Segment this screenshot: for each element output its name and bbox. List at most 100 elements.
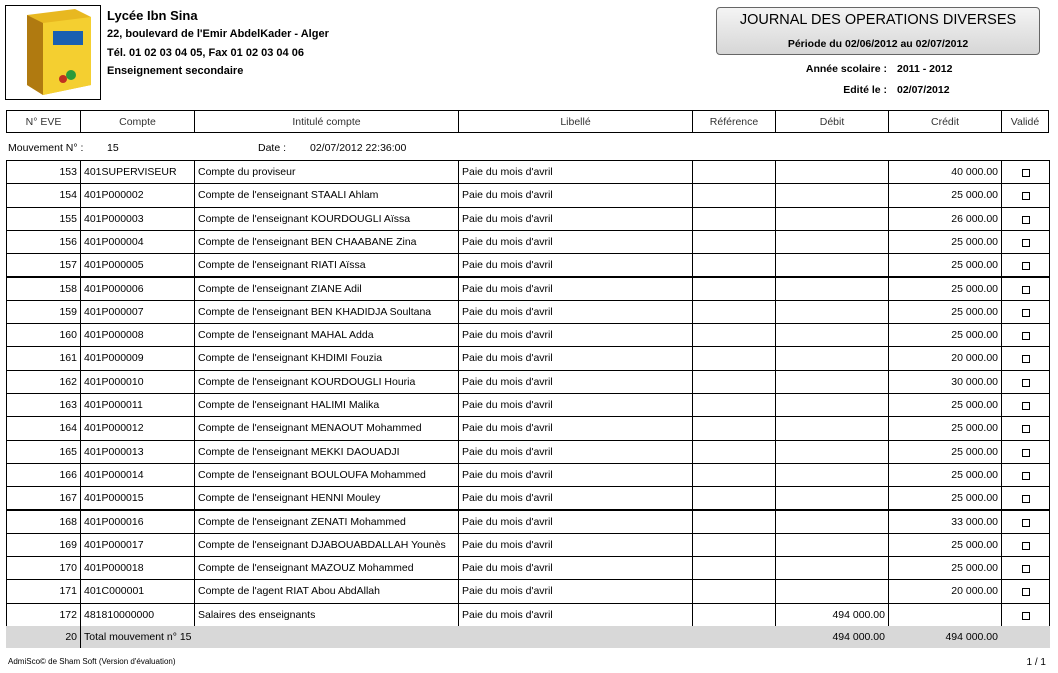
table-cell: 165 — [6, 439, 81, 464]
table-cell: Compte de l'enseignant RIATI Aïssa — [194, 253, 459, 278]
table-cell-empty — [775, 299, 889, 325]
table-cell: 401P000018 — [80, 556, 195, 581]
school-address: 22, boulevard de l'Emir AbdelKader - Alg… — [107, 28, 329, 40]
table-cell: 401SUPERVISEUR — [80, 160, 195, 185]
table-cell-empty — [692, 579, 776, 604]
table-cell: Compte de l'enseignant MAHAL Adda — [194, 323, 459, 348]
date-value: 02/07/2012 22:36:00 — [310, 142, 407, 154]
validation-checkbox — [1022, 518, 1030, 527]
logo — [5, 5, 101, 100]
total-debit: 494 000.00 — [832, 631, 885, 643]
table-cell: 158 — [6, 276, 81, 301]
footer-copyright: AdmiSco© de Sham Soft (Version d'évaluat… — [8, 657, 176, 666]
table-cell-empty — [1001, 416, 1050, 441]
edited-label: Edité le : — [843, 84, 887, 96]
table-cell: Paie du mois d'avril — [458, 579, 693, 604]
school-name: Lycée Ibn Sina — [107, 8, 198, 23]
column-header: Compte — [80, 110, 194, 133]
table-cell: 166 — [6, 462, 81, 488]
table-cell-empty — [1001, 556, 1050, 581]
table-cell-empty — [692, 439, 776, 464]
validation-checkbox — [1022, 402, 1030, 410]
table-cell-empty — [692, 276, 776, 301]
table-cell: 20 000.00 — [888, 346, 1002, 371]
table-cell-empty — [692, 346, 776, 371]
table-cell: 169 — [6, 532, 81, 558]
table-cell: 401P000015 — [80, 486, 195, 511]
table-cell-empty — [692, 369, 776, 394]
table-cell: 25 000.00 — [888, 253, 1002, 278]
footer-page: 1 / 1 — [1026, 657, 1046, 668]
validation-checkbox — [1022, 192, 1030, 201]
table-cell: Paie du mois d'avril — [458, 556, 693, 581]
table-cell-empty — [775, 253, 889, 278]
report-period: Période du 02/06/2012 au 02/07/2012 — [787, 38, 969, 50]
table-cell-empty — [692, 206, 776, 231]
table-cell: Compte de l'enseignant DJABOUABDALLAH Yo… — [194, 532, 459, 558]
table-cell: Compte de l'enseignant HALIMI Malika — [194, 393, 459, 418]
table-cell-empty — [1001, 323, 1050, 348]
table-cell: Compte de l'enseignant KOURDOUGLI Aïssa — [194, 206, 459, 231]
table-cell: Paie du mois d'avril — [458, 160, 693, 185]
table-cell-empty — [692, 532, 776, 558]
table-cell: Compte de l'enseignant BEN CHAABANE Zina — [194, 229, 459, 255]
table-cell-empty — [692, 416, 776, 441]
school-phone: Tél. 01 02 03 04 05, Fax 01 02 03 04 06 — [107, 47, 304, 59]
date-label: Date : — [258, 142, 287, 154]
table-cell: Paie du mois d'avril — [458, 532, 693, 558]
validation-checkbox — [1022, 565, 1030, 574]
table-cell: 25 000.00 — [888, 462, 1002, 488]
validation-checkbox — [1022, 471, 1030, 480]
validation-checkbox — [1022, 238, 1030, 247]
column-header: Référence — [692, 110, 775, 133]
validation-checkbox — [1022, 355, 1030, 364]
column-header: Validé — [1001, 110, 1049, 133]
validation-checkbox — [1022, 308, 1030, 317]
table-cell: Compte de l'enseignant MEKKI DAOUADJI — [194, 439, 459, 464]
table-cell: 154 — [6, 183, 81, 208]
table-cell: 401P000012 — [80, 416, 195, 441]
table-cell: 25 000.00 — [888, 486, 1002, 511]
table-cell-empty — [692, 160, 776, 185]
table-cell: Compte de l'enseignant HENNI Mouley — [194, 486, 459, 511]
table-cell: 401P000014 — [80, 462, 195, 488]
table-cell: 25 000.00 — [888, 323, 1002, 348]
table-cell: 20 000.00 — [888, 579, 1002, 604]
table-cell-empty — [775, 369, 889, 394]
table-cell: Compte du proviseur — [194, 160, 459, 185]
table-cell: 25 000.00 — [888, 532, 1002, 558]
table-cell: 401P000017 — [80, 532, 195, 558]
table-cell: 33 000.00 — [888, 509, 1002, 534]
table-cell-empty — [1001, 532, 1050, 558]
table-cell: 40 000.00 — [888, 160, 1002, 185]
table-cell-empty — [775, 556, 889, 581]
table-cell: 401P000002 — [80, 183, 195, 208]
table-cell: Compte de l'enseignant MENAOUT Mohammed — [194, 416, 459, 441]
table-cell: 161 — [6, 346, 81, 371]
table-cell-empty — [1001, 369, 1050, 394]
table-cell: Compte de l'enseignant MAZOUZ Mohammed — [194, 556, 459, 581]
column-header: Crédit — [888, 110, 1001, 133]
table-cell: 401P000006 — [80, 276, 195, 301]
table-cell-empty — [775, 509, 889, 534]
table-cell: 401P000011 — [80, 393, 195, 418]
table-cell: Paie du mois d'avril — [458, 486, 693, 511]
validation-checkbox — [1022, 285, 1030, 294]
table-cell: 401P000004 — [80, 229, 195, 255]
table-cell: 401P000013 — [80, 439, 195, 464]
table-cell-empty — [775, 439, 889, 464]
table-cell: Compte de l'enseignant ZENATI Mohammed — [194, 509, 459, 534]
table-cell-empty — [1001, 393, 1050, 418]
table-cell: 25 000.00 — [888, 183, 1002, 208]
table-cell: 401C000001 — [80, 579, 195, 604]
table-cell: 401P000009 — [80, 346, 195, 371]
table-cell: Paie du mois d'avril — [458, 393, 693, 418]
table-cell-empty — [888, 602, 1002, 627]
table-cell-empty — [775, 229, 889, 255]
table-cell-empty — [1001, 486, 1050, 511]
report-title: JOURNAL DES OPERATIONS DIVERSES — [739, 12, 1017, 28]
validation-checkbox — [1022, 611, 1030, 620]
table-cell: Paie du mois d'avril — [458, 602, 693, 627]
table-cell-empty — [692, 509, 776, 534]
table-cell: Paie du mois d'avril — [458, 439, 693, 464]
